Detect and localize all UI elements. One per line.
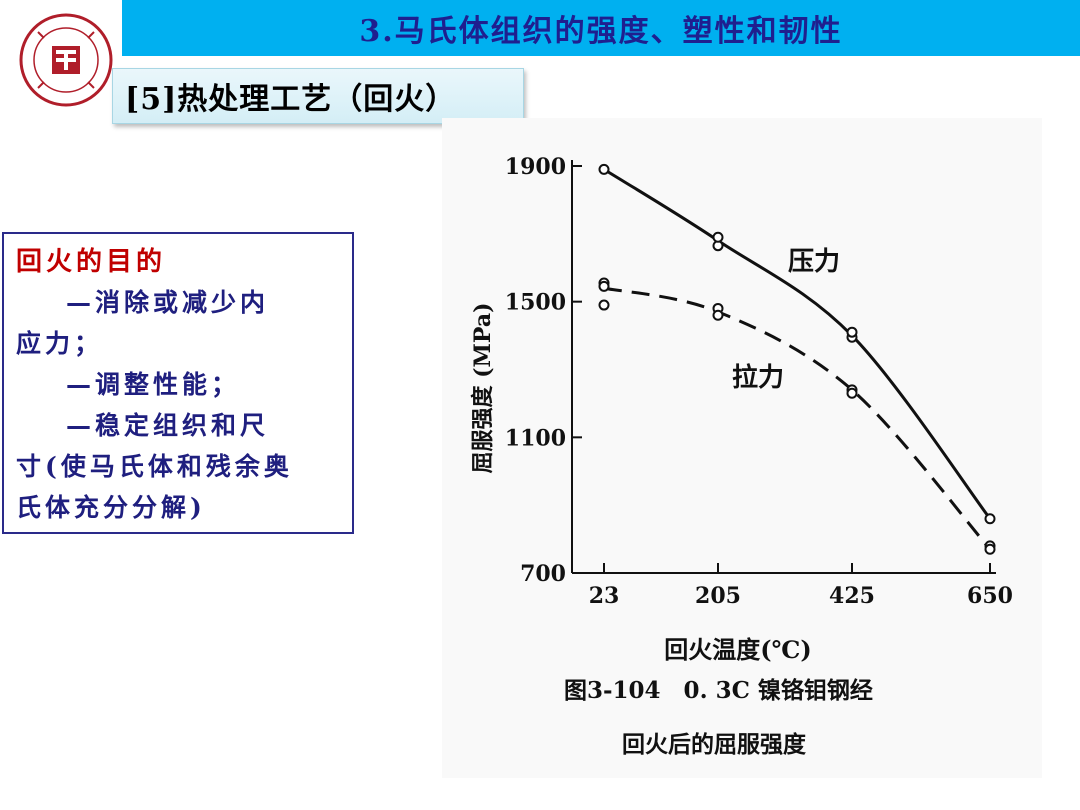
x-tick-label: 650	[967, 583, 1013, 609]
purpose-line2: —调整性能；	[66, 370, 241, 399]
university-logo	[18, 12, 114, 108]
compression-point	[712, 231, 724, 243]
slide-title: 3.马氏体组织的强度、塑性和韧性	[359, 14, 843, 49]
title-bar: 3.马氏体组织的强度、塑性和韧性	[122, 0, 1080, 56]
x-axis-label: 回火温度(℃)	[664, 635, 811, 664]
y-tick-label: 700	[520, 561, 566, 587]
compression-point	[984, 513, 996, 525]
series-label-tension: 拉力	[732, 362, 784, 393]
purpose-heading: 回火的目的	[16, 247, 167, 277]
tempering-purpose-box: 回火的目的 —消除或减少内 应力； —调整性能； —稳定组织和尺 寸(使马氏体和…	[2, 232, 354, 534]
chart-points	[598, 163, 996, 555]
purpose-line3c: 氏体充分分解)	[16, 493, 206, 522]
tension-point	[598, 280, 610, 292]
x-tick-label: 205	[695, 583, 741, 609]
figure-caption-line1: 图3-104 0. 3C 镍铬钼钢经	[564, 677, 873, 704]
chart-svg: 700 1100 1500 1900 23 205 425 650 屈服强度 (MPa) 回火…	[470, 154, 1013, 758]
y-tick-label: 1500	[505, 290, 566, 316]
y-tick-label: 1900	[505, 154, 566, 180]
chart-axes: 700 1100 1500 1900 23 205 425 650	[505, 154, 1013, 609]
subtitle-box: [5]热处理工艺（回火）	[112, 68, 524, 124]
figure-caption-line2: 回火后的屈服强度	[622, 731, 807, 758]
compression-point	[846, 326, 858, 338]
logo-seal-icon	[19, 13, 113, 107]
purpose-line1: —消除或减少内	[66, 288, 270, 317]
purpose-line3: —稳定组织和尺	[66, 411, 270, 440]
tension-point	[712, 309, 724, 321]
yield-strength-chart: 700 1100 1500 1900 23 205 425 650 屈服强度 (MPa) 回火…	[442, 118, 1042, 778]
purpose-text: —消除或减少内 应力； —调整性能； —稳定组织和尺 寸(使马氏体和残余奥 氏体…	[16, 282, 344, 528]
compression-point	[598, 163, 610, 175]
chart-lines	[603, 168, 992, 551]
purpose-line3b: 寸(使马氏体和残余奥	[16, 452, 293, 481]
x-tick-label: 425	[829, 583, 875, 609]
series-label-compression: 压力	[788, 247, 840, 277]
y-tick-label: 1100	[505, 425, 566, 451]
tension-point	[598, 299, 610, 311]
tension-point	[846, 387, 858, 399]
purpose-line1b: 应力；	[16, 329, 104, 358]
x-tick-label: 23	[589, 583, 620, 609]
tension-curve	[603, 286, 992, 551]
tension-point	[984, 543, 996, 555]
y-axis-label: 屈服强度 (MPa)	[470, 302, 496, 473]
compression-curve	[603, 168, 992, 520]
section-subtitle: [5]热处理工艺（回火）	[125, 82, 457, 117]
